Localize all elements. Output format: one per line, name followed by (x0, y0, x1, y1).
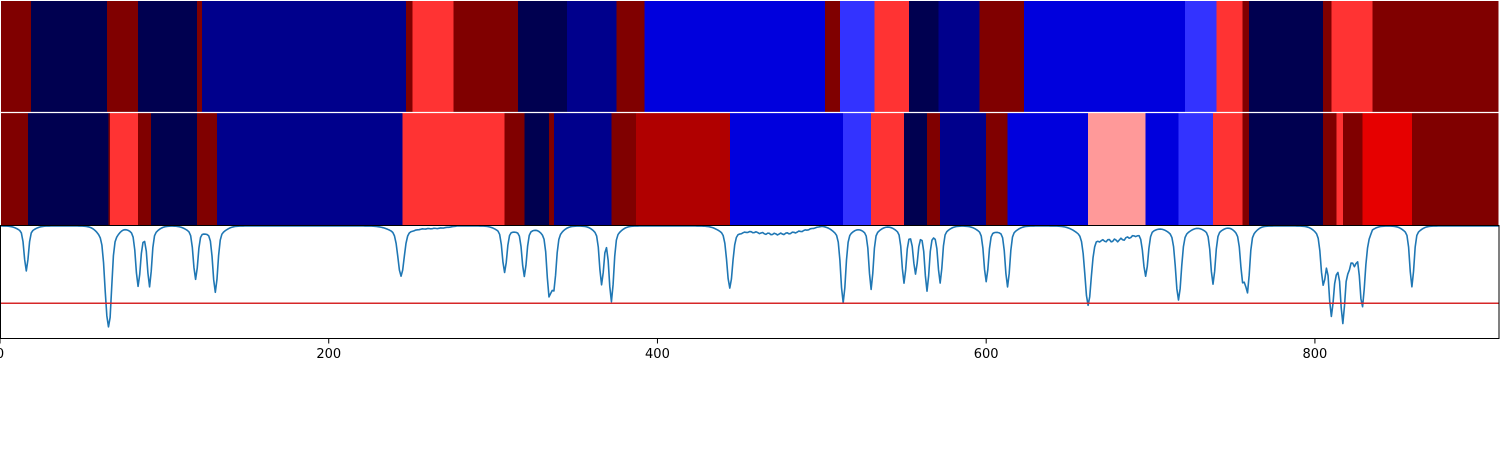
heatmap-cell (1331, 1, 1374, 112)
heatmap-cell (1023, 1, 1186, 112)
heatmap-cell (1372, 1, 1500, 112)
heatmap-cell (0, 113, 29, 225)
heatmap-strip-2 (0, 113, 1500, 225)
signal-plot (0, 225, 1499, 328)
heatmap-cell (402, 113, 506, 225)
heatmap-cell (567, 1, 617, 112)
heatmap-cell (1213, 113, 1244, 225)
heatmap-cell (871, 113, 905, 225)
heatmap-cell (904, 113, 928, 225)
heatmap-cell (548, 113, 555, 225)
heatmap-cell (927, 113, 941, 225)
heatmap-cell (151, 113, 198, 225)
heatmap-cell (106, 1, 139, 112)
heatmap-strips (0, 1, 1500, 225)
heatmap-cell (611, 113, 637, 225)
heatmap-cell (1411, 113, 1500, 225)
signal-line (0, 225, 1499, 328)
heatmap-cell (504, 113, 525, 225)
heatmap-cell (202, 1, 407, 112)
heatmap-cell (1323, 113, 1337, 225)
heatmap-cell (31, 1, 108, 112)
x-tick-label: 800 (1302, 347, 1327, 362)
heatmap-cell (1249, 1, 1324, 112)
heatmap-cell (517, 1, 568, 112)
heatmap-cell (1323, 1, 1332, 112)
heatmap-cell (1249, 113, 1324, 225)
heatmap-cell (1145, 113, 1180, 225)
x-tick-label: 200 (316, 347, 341, 362)
heatmap-cell (1362, 113, 1413, 225)
heatmap-cell (636, 113, 731, 225)
heatmap-cell (412, 1, 455, 112)
heatmap-cell (524, 113, 550, 225)
heatmap-cell (1007, 113, 1089, 225)
heatmap-cell (616, 1, 645, 112)
axes-frame (0, 0, 1500, 339)
heatmap-cell (110, 113, 139, 225)
heatmap-cell (138, 113, 152, 225)
x-tick-label: 0 (0, 347, 4, 362)
heatmap-cell (644, 1, 826, 112)
heatmap-cell (938, 1, 981, 112)
heatmap-cell (1178, 113, 1214, 225)
heatmap-cell (138, 1, 198, 112)
heatmap-cell (843, 113, 872, 225)
heatmap-cell (986, 113, 1009, 225)
x-tick-label: 400 (645, 347, 670, 362)
heatmap-cell (405, 1, 414, 112)
x-tick-label: 600 (974, 347, 999, 362)
heatmap-strip-1 (0, 1, 1500, 112)
panel-frame (0, 225, 1500, 339)
heatmap-cell (1242, 113, 1250, 225)
heatmap-cell (1185, 1, 1217, 112)
heatmap-cell (1088, 113, 1147, 225)
heatmap-cell (453, 1, 519, 112)
x-axis: 0 200 400 600 800 (0, 338, 1327, 362)
heatmap-cell (1336, 113, 1344, 225)
heatmap-cell (729, 113, 844, 225)
heatmap-cell (108, 113, 111, 225)
heatmap-cell (908, 1, 940, 112)
heatmap-cell (27, 113, 110, 225)
heatmap-cell (0, 1, 32, 112)
heatmap-cell (197, 1, 203, 112)
heatmap-cell (979, 1, 1025, 112)
heatmap-cell (940, 113, 987, 225)
heatmap-cell (1216, 1, 1244, 112)
heatmap-cell (553, 113, 613, 225)
heatmap-cell (1242, 1, 1250, 112)
heatmap-cell (216, 113, 404, 225)
plot-frame (0, 225, 1500, 339)
heatmap-cell (1342, 113, 1364, 225)
heatmap-cell (825, 1, 841, 112)
heatmap-cell (874, 1, 910, 112)
heatmap-cell (197, 113, 218, 225)
heatmap-cell (839, 1, 876, 112)
